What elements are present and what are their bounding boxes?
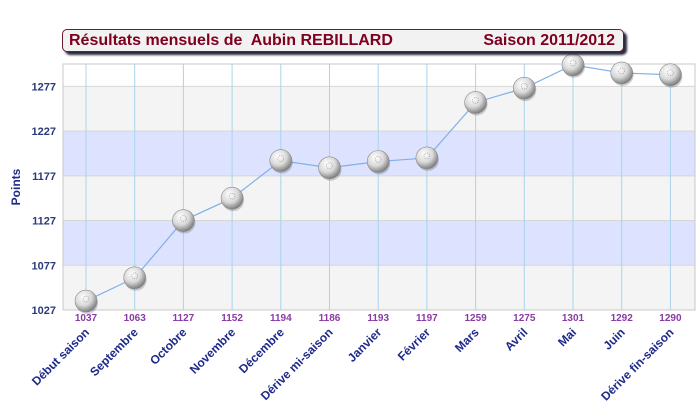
x-tick-label: Octobre — [147, 325, 190, 368]
season-label: Saison 2011/2012 — [483, 32, 615, 49]
data-point-marker — [610, 61, 634, 86]
x-tick-label: Mai — [555, 325, 579, 349]
plot-frame — [62, 63, 696, 311]
data-point-marker — [172, 209, 196, 234]
x-tick-label: Janvier — [345, 325, 385, 365]
background-band — [63, 64, 695, 87]
data-value-label: 1301 — [562, 313, 585, 324]
data-point-marker — [269, 149, 293, 174]
x-tick-label: Avril — [502, 325, 530, 353]
background-band — [63, 265, 695, 310]
data-point-marker — [512, 76, 537, 102]
y-tick-label: 1277 — [32, 81, 56, 93]
data-value-label: 1194 — [270, 313, 292, 324]
data-point-marker — [464, 91, 488, 116]
data-value-label: 1292 — [611, 313, 634, 324]
data-value-label: 1197 — [416, 313, 438, 324]
background-band — [63, 220, 695, 266]
data-value-label: 1127 — [173, 313, 195, 324]
data-point-marker — [366, 150, 391, 175]
data-value-label: 1275 — [513, 313, 536, 324]
x-tick-label: Février — [395, 325, 433, 363]
y-tick-label: 1177 — [32, 171, 56, 183]
y-axis-label: Points — [9, 168, 23, 205]
data-value-label: 1290 — [659, 313, 682, 324]
data-value-label: 1037 — [75, 313, 98, 324]
y-tick-label: 1027 — [32, 305, 56, 317]
y-tick-label: 1077 — [32, 260, 56, 272]
data-point-marker — [415, 146, 439, 171]
y-tick-label: 1227 — [32, 126, 56, 138]
data-point-marker — [659, 63, 683, 88]
x-tick-label: Décembre — [236, 325, 287, 376]
x-tick-label: Novembre — [187, 325, 239, 377]
data-point-marker — [318, 156, 342, 181]
title-banner: Résultats mensuels de Aubin REBILLARD Sa… — [62, 29, 624, 52]
data-point-marker — [220, 186, 245, 212]
data-value-label: 1186 — [319, 313, 341, 324]
x-tick-label: Juin — [600, 325, 627, 352]
data-point-marker — [561, 53, 585, 78]
y-tick-label: 1127 — [32, 216, 56, 228]
x-tick-label: Septembre — [87, 325, 141, 379]
data-point-marker — [74, 289, 98, 315]
data-value-label: 1193 — [367, 313, 389, 324]
data-value-label: 1259 — [464, 313, 487, 324]
background-band — [63, 175, 695, 221]
data-value-label: 1063 — [124, 313, 147, 324]
chart-title: Résultats mensuels de Aubin REBILLARD — [69, 32, 393, 49]
data-point-marker — [123, 266, 147, 291]
background-band — [63, 86, 695, 132]
x-tick-label: Mars — [452, 325, 482, 355]
x-tick-label: Début saison — [29, 325, 92, 388]
data-value-label: 1152 — [221, 313, 243, 324]
